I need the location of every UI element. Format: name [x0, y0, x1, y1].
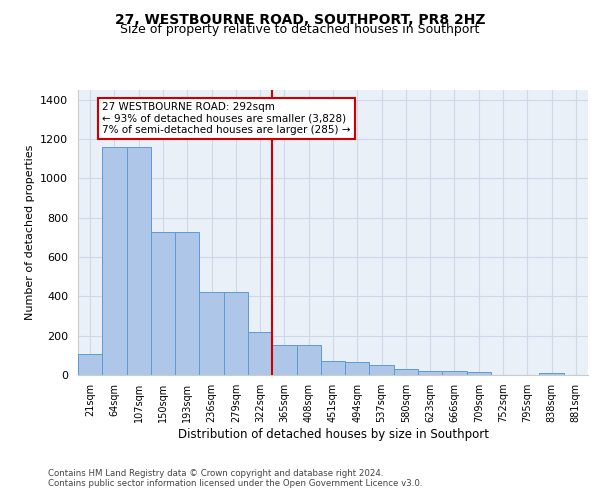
Bar — [321, 361, 345, 375]
Text: 27 WESTBOURNE ROAD: 292sqm
← 93% of detached houses are smaller (3,828)
7% of se: 27 WESTBOURNE ROAD: 292sqm ← 93% of deta… — [102, 102, 351, 135]
Text: Size of property relative to detached houses in Southport: Size of property relative to detached ho… — [121, 22, 479, 36]
Bar — [467, 372, 491, 375]
Bar — [394, 368, 418, 375]
Bar — [175, 232, 199, 375]
Bar — [248, 332, 272, 375]
Bar — [345, 362, 370, 375]
Text: Contains HM Land Registry data © Crown copyright and database right 2024.: Contains HM Land Registry data © Crown c… — [48, 468, 383, 477]
Bar — [370, 365, 394, 375]
Text: 27, WESTBOURNE ROAD, SOUTHPORT, PR8 2HZ: 27, WESTBOURNE ROAD, SOUTHPORT, PR8 2HZ — [115, 12, 485, 26]
Y-axis label: Number of detached properties: Number of detached properties — [25, 145, 35, 320]
Bar — [102, 147, 127, 375]
Bar — [224, 292, 248, 375]
X-axis label: Distribution of detached houses by size in Southport: Distribution of detached houses by size … — [178, 428, 488, 440]
Bar — [127, 147, 151, 375]
Bar — [78, 354, 102, 375]
Bar — [442, 371, 467, 375]
Text: Contains public sector information licensed under the Open Government Licence v3: Contains public sector information licen… — [48, 478, 422, 488]
Bar — [539, 372, 564, 375]
Bar — [199, 292, 224, 375]
Bar — [418, 370, 442, 375]
Bar — [272, 345, 296, 375]
Bar — [151, 232, 175, 375]
Bar — [296, 345, 321, 375]
